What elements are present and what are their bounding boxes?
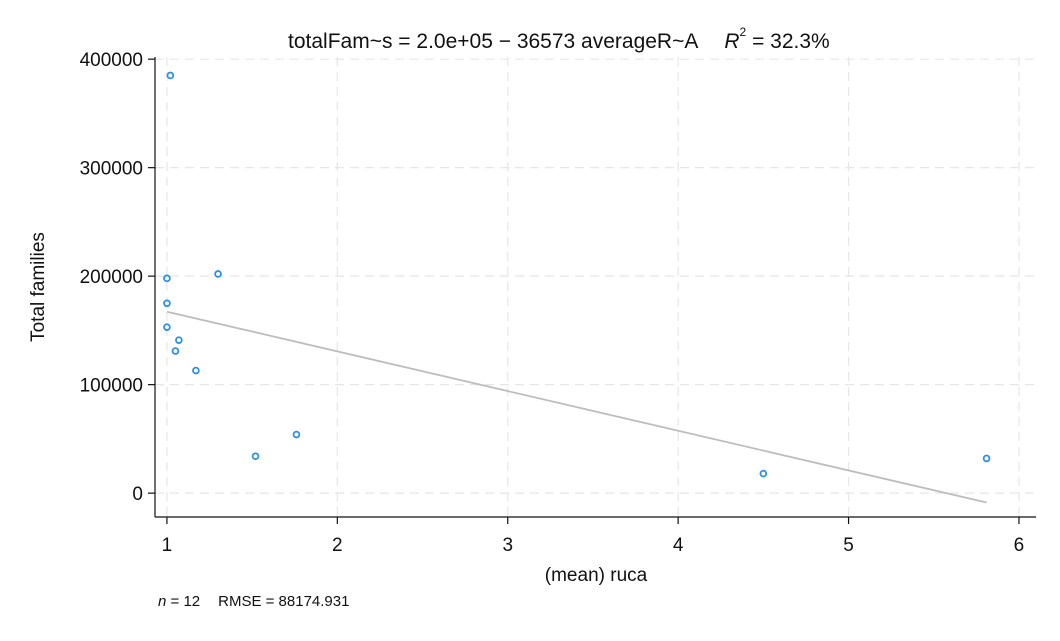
- data-point-6: [171, 347, 180, 355]
- x-axis-label: (mean) ruca: [545, 565, 648, 586]
- x-tick-label-5: 6: [1014, 535, 1025, 556]
- y-tick-label-2: 200000: [80, 267, 143, 288]
- data-point-0: [166, 71, 175, 80]
- fit-line-layer: [166, 310, 987, 504]
- y-tick-label-1: 100000: [80, 376, 143, 397]
- x-tick-label-3: 4: [673, 535, 684, 556]
- r2-value: = 32.3%: [746, 30, 829, 53]
- x-tick-label-1: 2: [332, 535, 343, 556]
- r2-symbol: R: [724, 30, 739, 53]
- data-point-1: [214, 270, 222, 278]
- data-point-5: [175, 336, 183, 344]
- fit-line: [166, 310, 987, 504]
- y-tick-label-4: 400000: [80, 50, 143, 71]
- x-tick-label-2: 3: [502, 535, 513, 556]
- points-layer: [163, 71, 991, 478]
- y-axis-label: Total families: [28, 232, 49, 342]
- data-point-11: [982, 454, 991, 463]
- y-tick-label-0: 0: [132, 484, 143, 505]
- y-tick-label-3: 300000: [80, 159, 143, 180]
- axes: [154, 57, 1036, 518]
- r2-exponent: 2: [740, 25, 747, 39]
- data-point-2: [163, 274, 171, 283]
- data-point-7: [192, 366, 200, 375]
- x-tick-label-0: 1: [162, 535, 173, 556]
- grid: [155, 57, 1036, 517]
- ticks: 1 2 3 4 5 6 0 100000 200000 300000 400000: [80, 50, 1025, 556]
- footer-stats: n = 12 RMSE = 88174.931: [158, 593, 349, 610]
- chart-title: totalFam~s = 2.0e+05 − 36573 averageR~A R…: [288, 25, 830, 53]
- footer-n-label: n: [158, 593, 166, 610]
- footer-n-value: = 12: [166, 593, 200, 610]
- data-point-3: [163, 299, 171, 308]
- title-equation: totalFam~s = 2.0e+05 − 36573 averageR~A: [288, 30, 698, 53]
- data-point-4: [163, 323, 171, 331]
- data-point-10: [759, 469, 768, 478]
- footer-rmse: RMSE = 88174.931: [218, 593, 349, 610]
- data-point-9: [251, 452, 260, 461]
- x-tick-label-4: 5: [843, 535, 854, 556]
- data-point-8: [292, 430, 301, 439]
